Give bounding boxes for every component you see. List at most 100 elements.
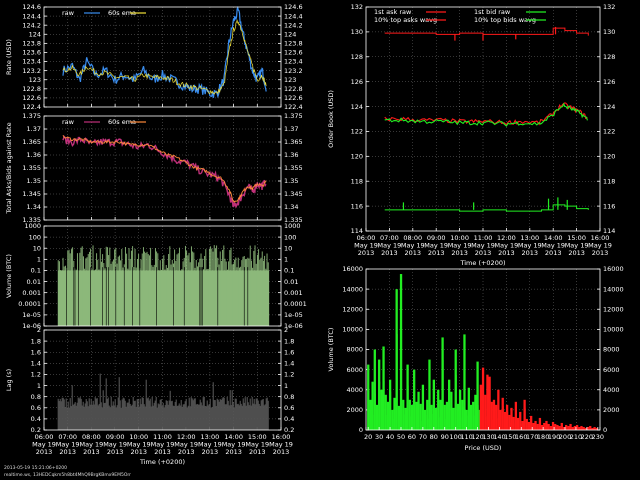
xtick-label: 12:00 May 19 2013 — [174, 433, 198, 456]
ask-bar-spike — [529, 424, 531, 430]
ytick-label-right: 0.1 — [284, 267, 294, 275]
bid-bar-spike — [429, 400, 431, 430]
ytick-label-left: 4000 — [346, 386, 363, 394]
series-ema — [62, 19, 267, 95]
ask-bar — [486, 374, 489, 430]
bid-bar-spike — [438, 417, 440, 430]
bid-bar-spike — [379, 381, 381, 430]
ask-bar — [519, 411, 522, 430]
bid-bar — [461, 399, 464, 430]
ytick-label-left: 1.2 — [31, 371, 41, 379]
bid-bar — [419, 403, 422, 430]
ask-bar-spike — [564, 428, 566, 430]
bid-bar — [375, 404, 379, 430]
bid-bar-spike — [416, 408, 418, 430]
ytick-label-left: 130 — [351, 28, 363, 36]
xtick-label: 06:00 May 19 2013 — [32, 433, 56, 456]
xtick-label: 130 — [482, 433, 494, 441]
ytick-label-right: 123.2 — [284, 67, 303, 75]
bid-bar-spike — [473, 415, 475, 430]
ask-bar-spike — [535, 426, 537, 430]
bid-bar-spike — [460, 417, 462, 430]
legend-label: raw — [62, 118, 75, 126]
bid-bar — [463, 334, 466, 430]
ask-bar-spike — [485, 416, 487, 430]
bid-bar — [391, 409, 394, 430]
bid-bar-spike — [383, 380, 385, 430]
ytick-label-left: 116 — [351, 202, 363, 210]
ask-bar — [595, 427, 598, 430]
xtick-label: 230 — [592, 433, 604, 441]
ask-bar-spike — [557, 427, 559, 430]
bid-bar-spike — [425, 414, 427, 430]
ytick-label-right: 1.375 — [284, 112, 303, 120]
ylabel: Order Book (USD) — [327, 90, 335, 148]
ytick-label-left: 1.355 — [22, 164, 41, 172]
series-raw — [62, 135, 267, 209]
xtick-label: 140 — [493, 433, 505, 441]
ask-bar — [488, 376, 491, 430]
ask-bar-spike — [509, 422, 511, 430]
ask-bar-spike — [489, 400, 491, 430]
series-10-top-asks-wavg — [384, 27, 589, 36]
bid-bar — [378, 359, 381, 430]
ytick-label-right: 0.0001 — [284, 300, 307, 308]
ytick-label-left: 1.37 — [27, 125, 41, 133]
bid-bar — [426, 399, 429, 430]
ask-bar — [521, 420, 524, 430]
xtick-label: 80 — [430, 433, 438, 441]
bid-bar — [393, 397, 396, 430]
ask-bar — [514, 401, 518, 430]
ask-bar-spike — [533, 427, 535, 430]
ask-bar — [510, 407, 513, 430]
xtick-label: 14:00 May 19 2013 — [222, 433, 246, 456]
ytick-label-left: 122.8 — [22, 85, 41, 93]
xtick-label: 10:00 May 19 2013 — [127, 433, 151, 456]
bid-bar-spike — [423, 411, 424, 430]
ytick-label-left: 124.4 — [22, 12, 41, 20]
ytick-label-right: 1 — [284, 256, 288, 264]
xtick-label: 40 — [386, 433, 394, 441]
ask-bar-spike — [505, 417, 506, 430]
ask-bar-spike — [546, 423, 548, 430]
ytick-label-left: 0.01 — [27, 278, 41, 286]
ytick-label-right: 1.35 — [284, 177, 298, 185]
ask-bar-spike — [544, 425, 546, 430]
xtick-label: 13:00 May 19 2013 — [518, 234, 542, 257]
ytick-label-right: 124.6 — [284, 3, 303, 11]
bid-bar-spike — [431, 413, 433, 430]
ask-bar-spike — [524, 407, 526, 430]
bid-bar-spike — [401, 330, 403, 430]
bid-bar-spike — [471, 420, 473, 430]
ytick-label-right: 132 — [603, 3, 615, 11]
bid-bar-spike — [420, 421, 422, 430]
bid-bar — [476, 361, 479, 430]
bid-bar-spike — [440, 415, 442, 430]
bid-bar — [404, 407, 407, 430]
ytick-label-left: 1e-06 — [22, 322, 41, 330]
ytick-label-right: 0.001 — [284, 289, 303, 297]
ask-bar — [556, 424, 559, 430]
ytick-label-left: 123.8 — [22, 40, 41, 48]
bid-bar — [371, 381, 374, 430]
ask-bar — [530, 415, 533, 430]
ytick-label-left: 2 — [37, 326, 41, 334]
ytick-label-left: 1.6 — [31, 348, 41, 356]
bid-bar-spike — [409, 416, 411, 430]
ytick-label-right: 123 — [284, 76, 296, 84]
legend-label: 60s ema — [108, 118, 136, 126]
xtick-label: 09:00 May 19 2013 — [424, 234, 448, 257]
bid-bar — [415, 401, 418, 430]
legend-label: 10% top bids wavg — [474, 16, 536, 24]
bid-bar-spike — [392, 419, 394, 430]
xtick-label: 150 — [504, 433, 516, 441]
ytick-label-left: 6000 — [346, 366, 363, 374]
bid-bar-spike — [434, 391, 435, 430]
ylabel: Volume (BTC) — [327, 328, 335, 372]
ytick-label-left: 120 — [351, 153, 363, 161]
xtick-label: 160 — [515, 433, 527, 441]
ytick-label-right: 124.2 — [284, 21, 303, 29]
ytick-label-left: 1.34 — [27, 203, 41, 211]
ask-bar-spike — [481, 400, 482, 430]
ytick-label-left: 16000 — [342, 265, 363, 273]
